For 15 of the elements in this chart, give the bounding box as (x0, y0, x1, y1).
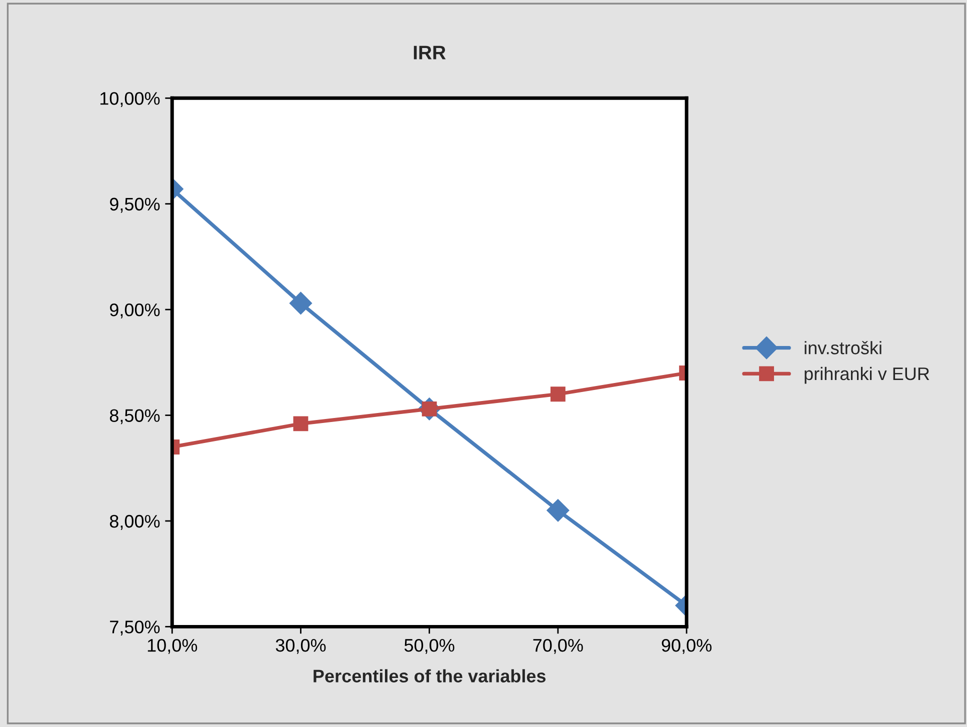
x-tick-label: 90,0% (662, 638, 712, 654)
y-tick-label: 8,00% (110, 514, 160, 530)
y-tick-label: 9,50% (110, 198, 160, 213)
y-tick-label: 7,50% (110, 620, 160, 636)
chart-title: IRR (414, 46, 446, 60)
y-tick-label: 10,00% (100, 92, 160, 107)
legend-label: prihranki v EUR (804, 366, 930, 384)
x-axis-title: Percentiles of the variables (314, 669, 546, 682)
x-tick-label: 30,0% (276, 638, 326, 654)
legend-label: inv.stroški (804, 341, 882, 354)
x-tick-label: 70,0% (533, 638, 583, 654)
x-tick-label: 10,0% (148, 638, 198, 654)
y-tick-label: 8,50% (110, 409, 160, 424)
x-tick-label: 50,0% (404, 638, 454, 654)
y-tick-label: 9,00% (110, 303, 160, 318)
